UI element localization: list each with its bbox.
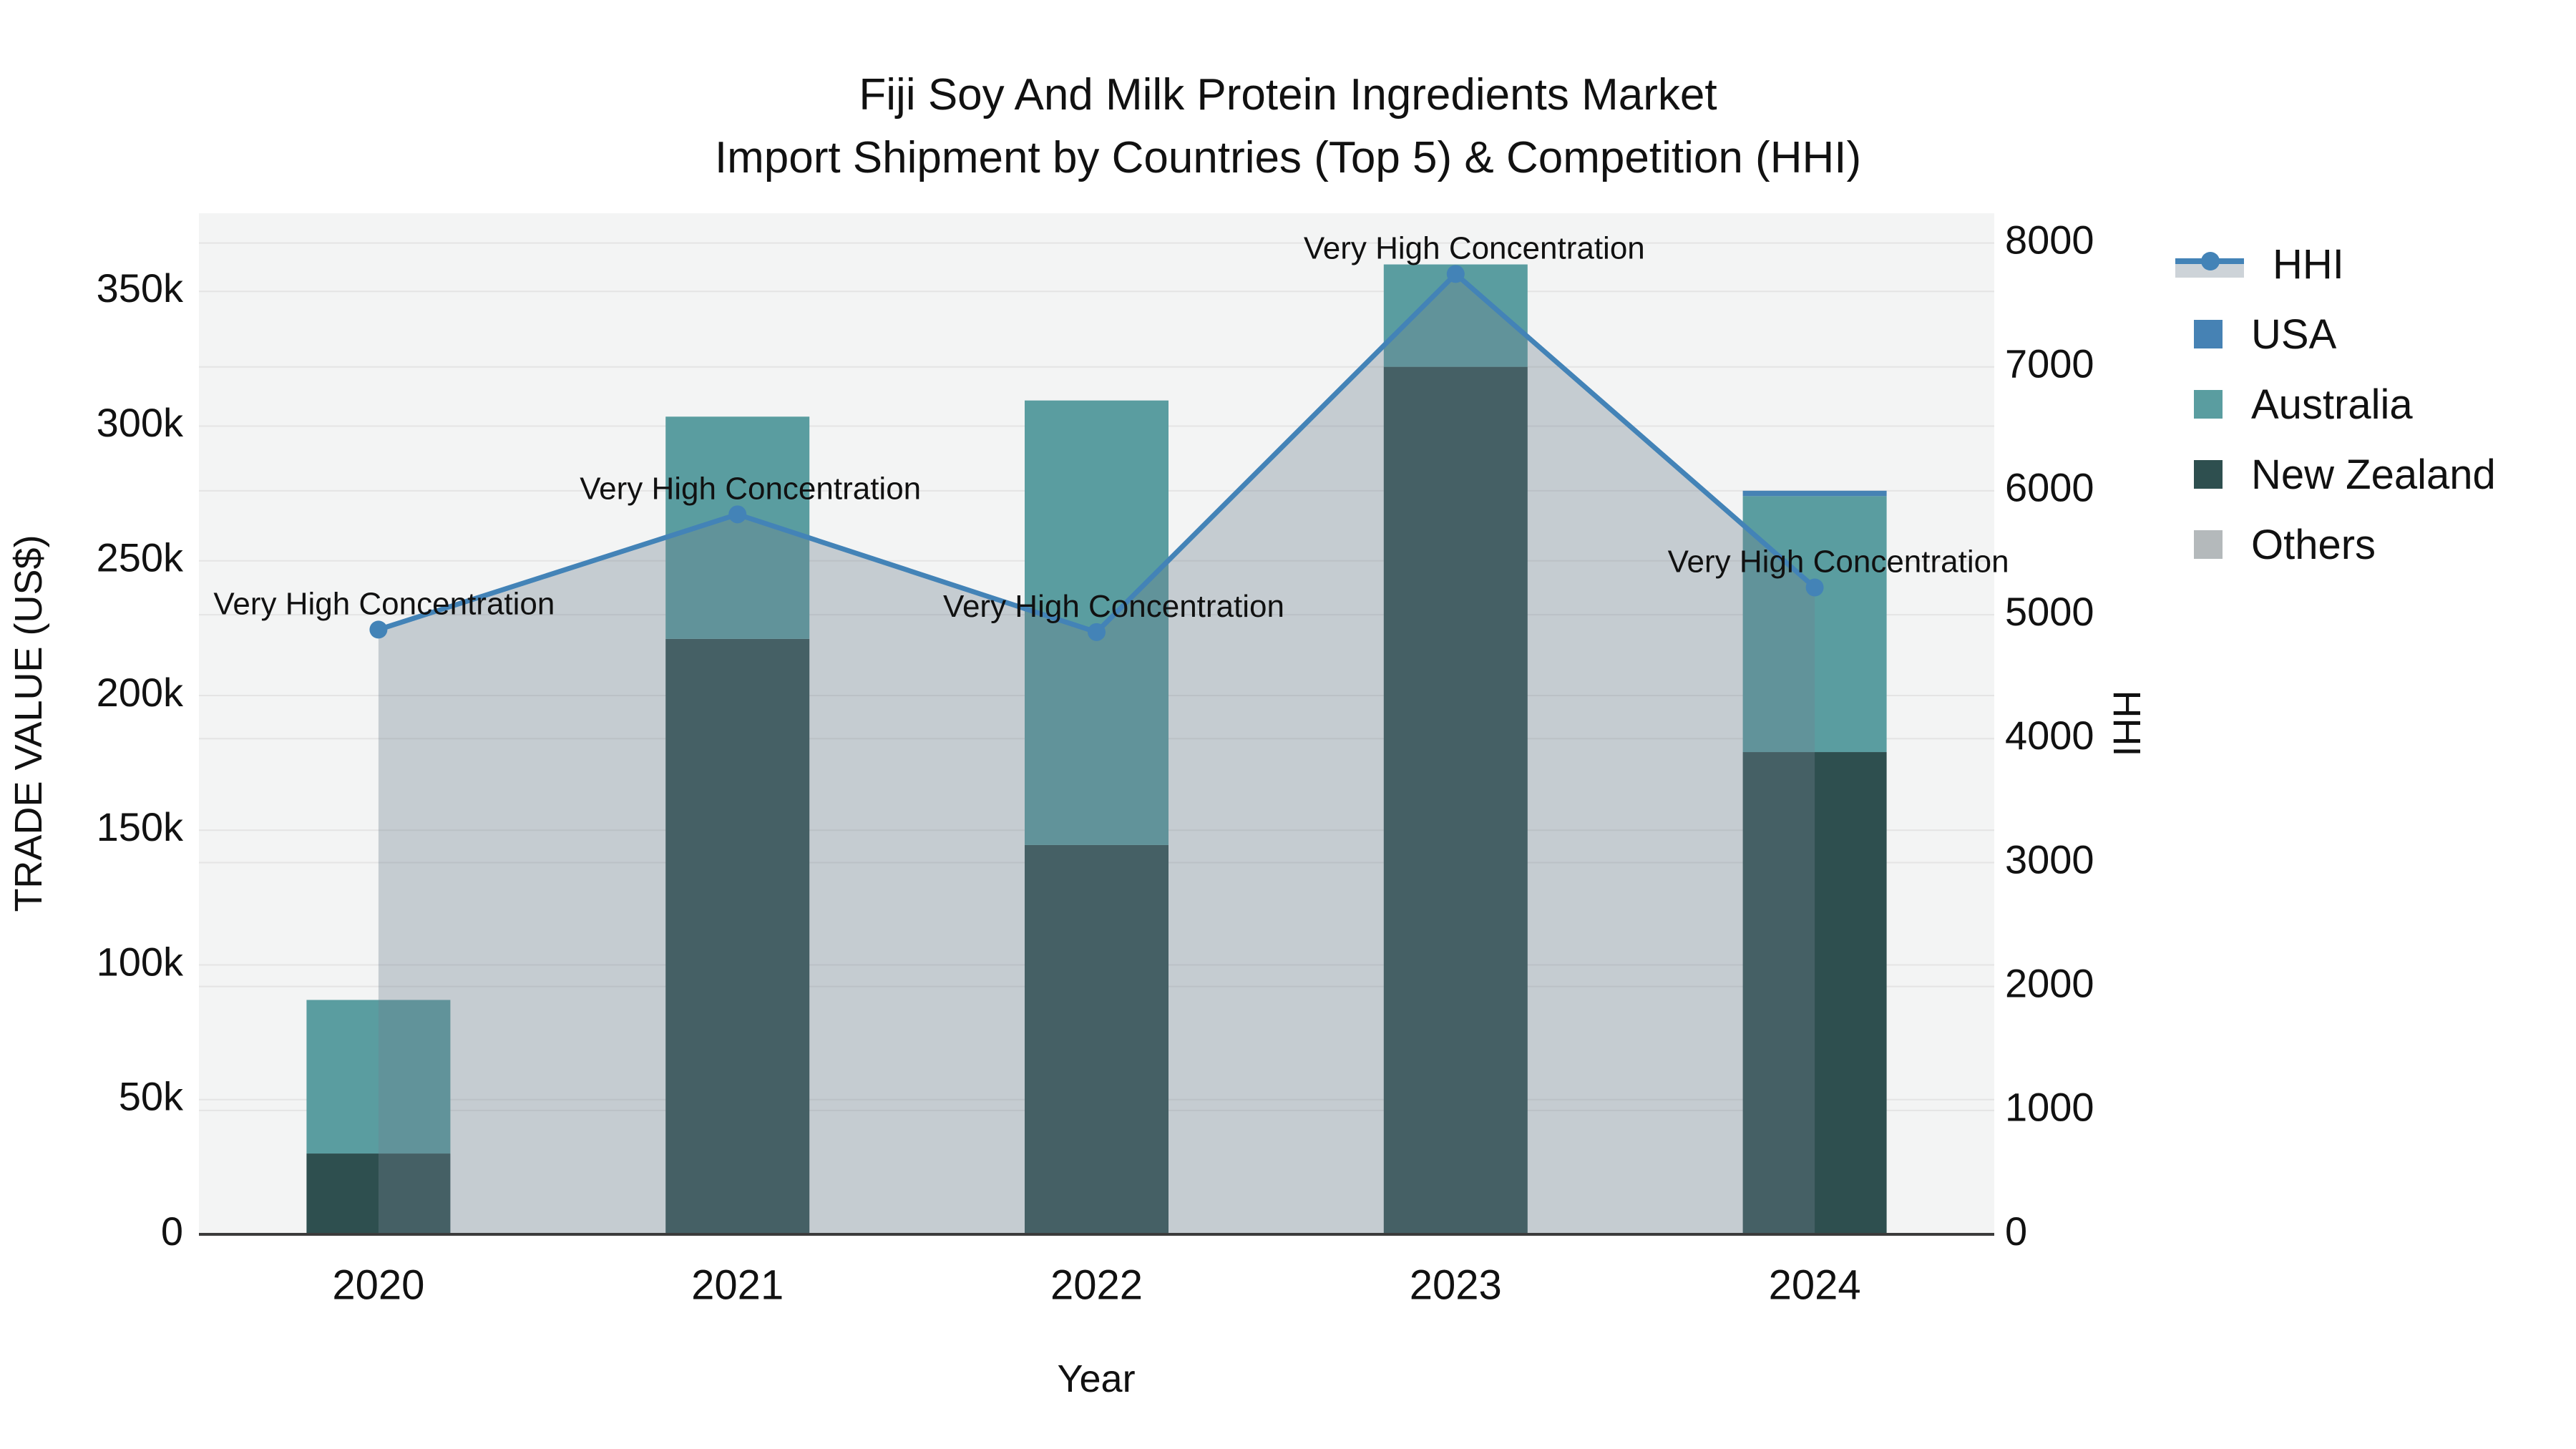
- y-left-axis-title: TRADE VALUE (US$): [7, 535, 50, 912]
- annotation-very-high-concentration: Very High Concentration: [580, 471, 921, 506]
- y-left-tick-label: 200k: [97, 670, 184, 715]
- annotation-very-high-concentration: Very High Concentration: [213, 587, 555, 622]
- legend-label: New Zealand: [2251, 451, 2496, 498]
- x-axis-title: Year: [1057, 1357, 1136, 1400]
- bar-segment-australia-2020[interactable]: [306, 1000, 451, 1154]
- x-tick-label: 2021: [691, 1262, 784, 1308]
- new-zealand-swatch-icon: [2194, 460, 2223, 489]
- usa-swatch-icon: [2194, 320, 2223, 348]
- annotation-very-high-concentration: Very High Concentration: [1304, 230, 1645, 265]
- hhi-marker-2023[interactable]: [1446, 265, 1465, 283]
- hhi-marker-2022[interactable]: [1088, 623, 1106, 641]
- bar-segment-australia-2022[interactable]: [1025, 400, 1169, 845]
- y-right-tick-label: 6000: [2005, 465, 2094, 510]
- australia-swatch-icon: [2194, 390, 2223, 419]
- chart-title-line2: Import Shipment by Countries (Top 5) & C…: [714, 133, 1862, 182]
- y-left-tick-label: 250k: [97, 535, 184, 580]
- y-right-tick-label: 7000: [2005, 341, 2094, 386]
- y-right-tick-label: 8000: [2005, 217, 2094, 262]
- y-right-tick-label: 4000: [2005, 713, 2094, 758]
- legend: HHI USA Australia New Zealand Others: [2175, 229, 2496, 580]
- y-right-tick-label: 1000: [2005, 1085, 2094, 1130]
- y-right-tick-label: 3000: [2005, 836, 2094, 882]
- legend-item-usa[interactable]: USA: [2175, 299, 2496, 369]
- hhi-line-swatch-icon: [2175, 248, 2244, 280]
- bar-segment-usa-2024[interactable]: [1742, 490, 1887, 497]
- y-right-tick-label: 5000: [2005, 589, 2094, 634]
- legend-label: Australia: [2251, 381, 2413, 428]
- x-tick-label: 2022: [1050, 1262, 1143, 1308]
- hhi-marker-2024[interactable]: [1805, 578, 1824, 597]
- hhi-marker-2020[interactable]: [369, 620, 388, 639]
- bar-segment-new-zealand-2023[interactable]: [1383, 366, 1528, 1234]
- legend-item-hhi[interactable]: HHI: [2175, 229, 2496, 299]
- chart-title-line1: Fiji Soy And Milk Protein Ingredients Ma…: [859, 70, 1717, 119]
- y-right-tick-label: 0: [2005, 1209, 2027, 1254]
- legend-item-australia[interactable]: Australia: [2175, 369, 2496, 439]
- y-left-tick-label: 350k: [97, 265, 184, 311]
- legend-item-others[interactable]: Others: [2175, 509, 2496, 580]
- x-tick-label: 2020: [332, 1262, 424, 1308]
- legend-label: Others: [2251, 521, 2376, 568]
- legend-label: USA: [2251, 311, 2337, 358]
- y-right-tick-label: 2000: [2005, 960, 2094, 1005]
- y-left-tick-label: 300k: [97, 400, 184, 445]
- x-tick-label: 2024: [1769, 1262, 1861, 1308]
- bar-segment-new-zealand-2021[interactable]: [665, 638, 810, 1234]
- bar-segment-australia-2024[interactable]: [1742, 496, 1887, 753]
- bar-segment-new-zealand-2024[interactable]: [1742, 752, 1887, 1234]
- bar-segment-new-zealand-2022[interactable]: [1025, 844, 1169, 1234]
- y-left-tick-label: 50k: [119, 1074, 184, 1119]
- bar-segment-new-zealand-2020[interactable]: [306, 1153, 451, 1234]
- hhi-marker-2021[interactable]: [728, 505, 747, 524]
- others-swatch-icon: [2194, 530, 2223, 559]
- y-left-tick-label: 100k: [97, 939, 184, 984]
- y-right-axis-title: HHI: [2105, 690, 2148, 757]
- hhi-area-fill: [378, 273, 1815, 1234]
- annotation-very-high-concentration: Very High Concentration: [1668, 545, 2009, 580]
- annotation-very-high-concentration: Very High Concentration: [943, 589, 1284, 624]
- legend-item-new-zealand[interactable]: New Zealand: [2175, 439, 2496, 509]
- y-left-tick-label: 0: [161, 1209, 183, 1254]
- x-tick-label: 2023: [1410, 1262, 1502, 1308]
- y-left-tick-label: 150k: [97, 804, 184, 849]
- legend-label: HHI: [2273, 240, 2344, 288]
